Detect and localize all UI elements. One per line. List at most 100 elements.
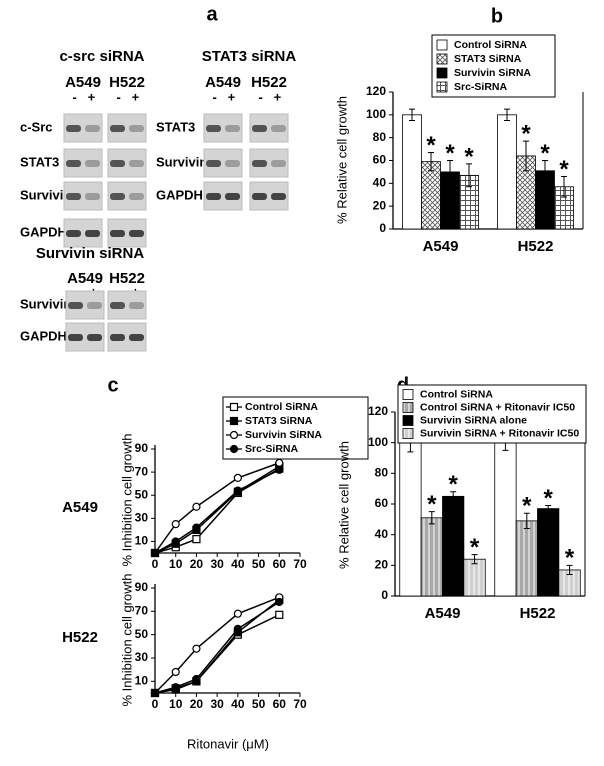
y-tick-label: 120 bbox=[366, 84, 386, 98]
legend-swatch bbox=[402, 402, 414, 413]
x-tick-label: 70 bbox=[293, 697, 307, 711]
blot-band bbox=[206, 193, 221, 200]
x-tick-label: 20 bbox=[190, 697, 204, 711]
blot-band bbox=[85, 160, 100, 167]
marker bbox=[171, 520, 180, 529]
blot-row-label: STAT3 bbox=[20, 154, 59, 169]
marker bbox=[275, 597, 284, 607]
legend-label: Control SiRNA bbox=[420, 388, 493, 400]
bar bbox=[463, 558, 486, 597]
legend-swatch bbox=[402, 415, 414, 426]
x-tick-label: 10 bbox=[169, 697, 183, 711]
bar bbox=[442, 495, 465, 597]
y-tick-label: 30 bbox=[135, 650, 149, 664]
blot-band bbox=[129, 334, 144, 341]
x-axis-label: Ritonavir (μM) bbox=[187, 736, 269, 751]
marker bbox=[229, 444, 239, 454]
blot-band bbox=[252, 160, 267, 167]
blot-band bbox=[66, 125, 81, 132]
blot-band bbox=[271, 125, 286, 132]
marker bbox=[229, 416, 239, 426]
blot-strip bbox=[203, 113, 243, 143]
significance-mark: * bbox=[464, 143, 474, 170]
row-label: A549 bbox=[62, 499, 98, 516]
legend-label: Control SiRNA bbox=[454, 39, 527, 51]
x-tick-label: 0 bbox=[152, 557, 159, 571]
legend-label: STAT3 SiRNA bbox=[245, 415, 313, 427]
marker bbox=[275, 610, 284, 619]
error-bar bbox=[566, 564, 573, 576]
y-axis-label: % Inhibition cell growth bbox=[119, 434, 134, 567]
x-tick-label: 60 bbox=[273, 697, 287, 711]
category-label: H522 bbox=[518, 238, 554, 255]
significance-mark: * bbox=[449, 471, 459, 498]
blot-band bbox=[110, 230, 125, 237]
significance-mark: * bbox=[559, 156, 569, 183]
marker bbox=[192, 535, 201, 544]
legend-swatch bbox=[436, 67, 448, 79]
marker bbox=[275, 458, 284, 467]
legend-swatch bbox=[436, 39, 448, 51]
marker bbox=[233, 624, 242, 633]
error-bar bbox=[450, 491, 457, 502]
blot-band bbox=[110, 302, 125, 309]
marker bbox=[233, 486, 242, 495]
legend-swatch bbox=[436, 53, 448, 65]
blot-title: c-src siRNA bbox=[59, 48, 144, 65]
blot-band bbox=[129, 193, 144, 200]
marker bbox=[192, 674, 201, 684]
legend-label: Survivin SiRNA + Ritonavir IC50 bbox=[420, 427, 579, 439]
error-bar bbox=[466, 163, 472, 188]
legend-label: Control SiRNA + Ritonavir IC50 bbox=[420, 401, 575, 413]
x-tick-label: 70 bbox=[293, 557, 307, 571]
error-bar bbox=[542, 160, 548, 182]
blot-band bbox=[110, 125, 125, 132]
error-bar bbox=[471, 554, 478, 565]
row-label: H522 bbox=[62, 629, 98, 646]
y-tick-label: 10 bbox=[135, 534, 149, 548]
significance-mark: * bbox=[521, 120, 531, 147]
blot-band bbox=[225, 193, 240, 200]
blot-band bbox=[66, 160, 81, 167]
lane-sign: - bbox=[258, 89, 262, 104]
y-tick-label: 20 bbox=[373, 198, 387, 212]
cell-line-label: A549 bbox=[205, 74, 241, 91]
marker bbox=[192, 502, 201, 511]
y-tick-label: 70 bbox=[135, 464, 149, 478]
y-tick-label: 80 bbox=[375, 466, 389, 480]
bar bbox=[420, 517, 443, 597]
error-bar bbox=[428, 152, 434, 172]
lane-sign: + bbox=[88, 89, 96, 104]
y-axis-label: % Relative cell growth bbox=[336, 441, 351, 569]
error-bar bbox=[409, 108, 415, 122]
blot-band bbox=[129, 160, 144, 167]
blot-band bbox=[110, 160, 125, 167]
y-tick-label: 0 bbox=[379, 221, 386, 235]
x-tick-label: 50 bbox=[252, 697, 266, 711]
significance-mark: * bbox=[522, 493, 532, 520]
blot-band bbox=[110, 334, 125, 341]
x-tick-label: 40 bbox=[231, 557, 245, 571]
y-tick-label: 120 bbox=[368, 404, 388, 418]
blot-band bbox=[66, 193, 81, 200]
bar bbox=[494, 442, 517, 597]
significance-mark: * bbox=[427, 491, 437, 518]
y-tick-label: 20 bbox=[375, 558, 389, 572]
marker bbox=[150, 688, 160, 698]
category-label: A549 bbox=[425, 605, 461, 622]
blot-band bbox=[206, 125, 221, 132]
significance-mark: * bbox=[540, 140, 550, 167]
marker bbox=[229, 430, 239, 440]
error-bar bbox=[523, 512, 530, 530]
blot-row-label: STAT3 bbox=[156, 119, 195, 134]
blot-band bbox=[129, 125, 144, 132]
blot-row-label: c-Src bbox=[20, 119, 53, 134]
x-tick-label: 30 bbox=[210, 557, 224, 571]
error-bar bbox=[523, 140, 529, 172]
cell-line-label: H522 bbox=[109, 74, 145, 91]
blot-title: Survivin siRNA bbox=[36, 245, 145, 262]
bar bbox=[402, 114, 422, 230]
blot-band bbox=[252, 125, 267, 132]
x-tick-label: 10 bbox=[169, 557, 183, 571]
